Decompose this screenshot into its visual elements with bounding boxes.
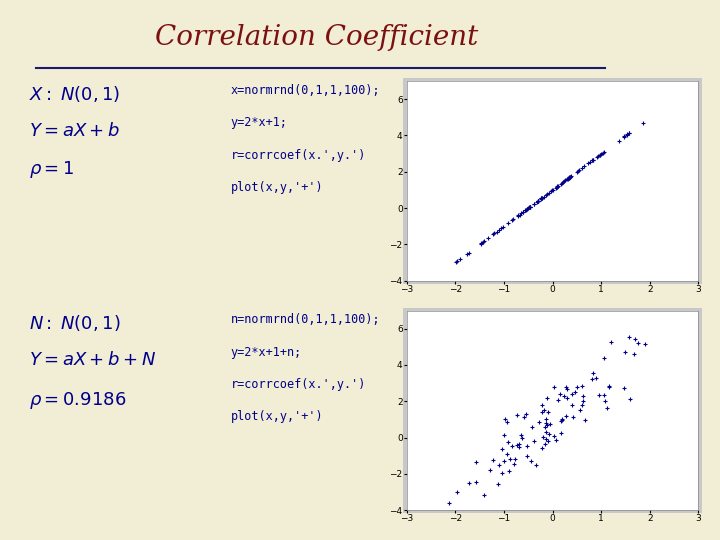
Text: plot(x,y,'+'): plot(x,y,'+') — [230, 181, 323, 194]
Text: $\rho = 1$: $\rho = 1$ — [29, 159, 74, 180]
Text: Correlation Coefficient: Correlation Coefficient — [156, 24, 478, 51]
Text: $N:\;N(0,1)$: $N:\;N(0,1)$ — [29, 313, 120, 333]
Text: r=corrcoef(x.',y.'): r=corrcoef(x.',y.') — [230, 378, 366, 391]
Text: $\rho = 0.9186$: $\rho = 0.9186$ — [29, 390, 126, 411]
Text: y=2*x+1+n;: y=2*x+1+n; — [230, 346, 302, 359]
Text: x=normrnd(0,1,1,100);: x=normrnd(0,1,1,100); — [230, 84, 380, 97]
Text: $Y = aX + b$: $Y = aX + b$ — [29, 122, 120, 139]
Text: n=normrnd(0,1,1,100);: n=normrnd(0,1,1,100); — [230, 313, 380, 326]
Text: $X:\;N(0,1)$: $X:\;N(0,1)$ — [29, 84, 120, 104]
Text: $Y = aX + b + N$: $Y = aX + b + N$ — [29, 351, 156, 369]
Text: r=corrcoef(x.',y.'): r=corrcoef(x.',y.') — [230, 148, 366, 161]
Text: plot(x,y,'+'): plot(x,y,'+') — [230, 410, 323, 423]
Text: y=2*x+1;: y=2*x+1; — [230, 116, 287, 129]
